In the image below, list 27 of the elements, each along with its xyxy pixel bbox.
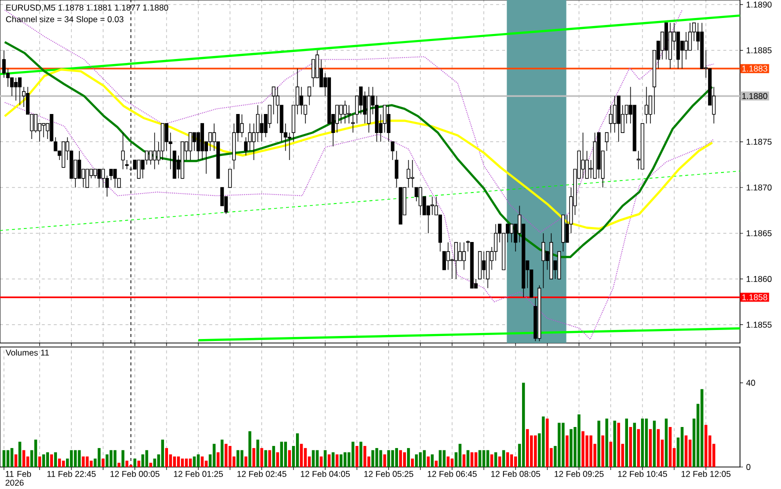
text: Channel size = 34 Slope = 0.03 bbox=[6, 16, 124, 24]
y-tick-label: 0 bbox=[746, 464, 750, 470]
x-tick-label: 12 Feb 04:05 bbox=[300, 470, 350, 477]
x-tick-label: 11 Feb 22:45 bbox=[47, 470, 96, 477]
y-tick-label: 1.1870 bbox=[746, 184, 772, 190]
x-tick-label: 12 Feb 00:05 bbox=[110, 470, 160, 477]
ref-line-label: 1.1858 bbox=[742, 294, 768, 300]
y-tick-label: 1.1890 bbox=[746, 2, 772, 8]
ref-line-label: 1.1883 bbox=[742, 66, 768, 72]
y-tick-label: 1.1865 bbox=[746, 230, 772, 236]
x-tick-label: 12 Feb 08:05 bbox=[491, 470, 540, 477]
x-tick-label: 12 Feb 05:25 bbox=[364, 470, 414, 477]
chart-title: EURUSD,M5 1.1878 1.1881 1.1877 1.1880 bbox=[6, 4, 168, 12]
x-tick-label: 11 Feb 2026 bbox=[6, 470, 32, 486]
x-tick-label: 12 Feb 01:25 bbox=[174, 470, 223, 477]
y-tick-label: 1.1860 bbox=[746, 276, 772, 282]
y-tick-label: 1.1855 bbox=[746, 322, 772, 328]
chart-title: Volumes 11 bbox=[6, 349, 49, 356]
x-tick-label: 12 Feb 06:45 bbox=[428, 470, 477, 477]
y-tick-label: 1.1875 bbox=[746, 138, 772, 145]
x-tick-label: 12 Feb 12:05 bbox=[682, 470, 730, 477]
y-tick-label: 40 bbox=[746, 380, 756, 386]
x-tick-label: 12 Feb 02:45 bbox=[237, 470, 286, 477]
ref-line-label: 1.1880 bbox=[742, 93, 768, 100]
x-tick-label: 12 Feb 10:45 bbox=[618, 470, 668, 477]
y-tick-label: 1.1885 bbox=[746, 47, 772, 54]
x-tick-label: 12 Feb 09:25 bbox=[554, 470, 604, 477]
